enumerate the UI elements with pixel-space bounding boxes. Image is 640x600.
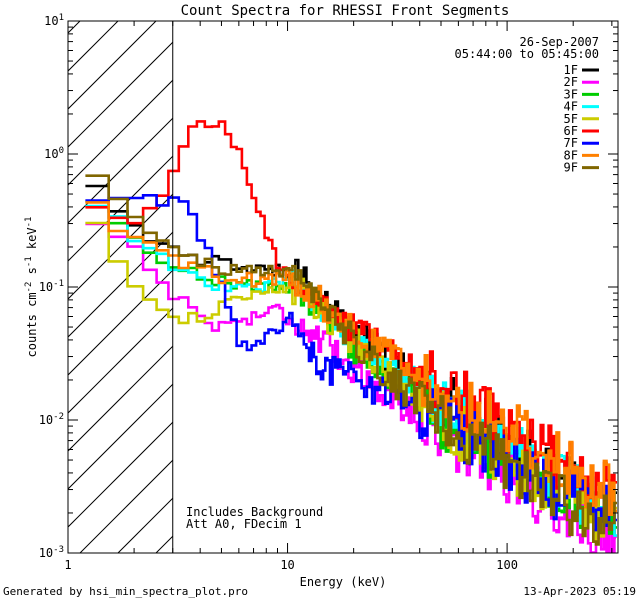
annotation-background: Includes Background xyxy=(186,505,323,519)
legend-label-2F: 2F xyxy=(564,75,578,89)
time-range-label: 05:44:00 to 05:45:00 xyxy=(455,47,600,61)
legend-label-9F: 9F xyxy=(564,161,578,175)
footer-generator: Generated by hsi_min_spectra_plot.pro xyxy=(3,585,248,598)
legend-label-4F: 4F xyxy=(564,100,578,114)
x-axis-ticks: 1 10 100 xyxy=(64,21,613,572)
series-line-8F xyxy=(85,201,617,516)
y-tick-label: 10-2 xyxy=(39,412,64,427)
y-axis-label: counts cm-2 s-1 keV-1 xyxy=(24,217,39,358)
y-axis-ticks: 10-3 10-2 10-1 100 101 xyxy=(39,13,618,560)
hatch-line xyxy=(68,21,233,186)
y-tick-label: 100 xyxy=(44,146,64,161)
legend-label-7F: 7F xyxy=(564,136,578,150)
legend-label-8F: 8F xyxy=(564,148,578,162)
chart-title: Count Spectra for RHESSI Front Segments xyxy=(181,3,510,19)
annotation-attenuator: Att A0, FDecim 1 xyxy=(186,517,302,531)
y-tick-label: 10-1 xyxy=(39,279,64,294)
x-tick-label: 100 xyxy=(496,558,518,572)
legend-label-1F: 1F xyxy=(564,63,578,77)
y-tick-label: 101 xyxy=(44,13,64,28)
series-line-9F xyxy=(85,174,617,546)
footer-timestamp: 13-Apr-2023 05:19 xyxy=(523,585,636,598)
legend-label-6F: 6F xyxy=(564,124,578,138)
hatch-line xyxy=(68,21,195,148)
x-tick-label: 10 xyxy=(280,558,294,572)
x-axis-label: Energy (keV) xyxy=(300,575,387,589)
legend-label-3F: 3F xyxy=(564,87,578,101)
x-tick-label: 1 xyxy=(64,558,71,572)
spectra-series xyxy=(85,120,617,553)
date-label: 26-Sep-2007 xyxy=(520,35,599,49)
y-tick-label: 10-3 xyxy=(39,545,64,560)
legend-label-5F: 5F xyxy=(564,112,578,126)
